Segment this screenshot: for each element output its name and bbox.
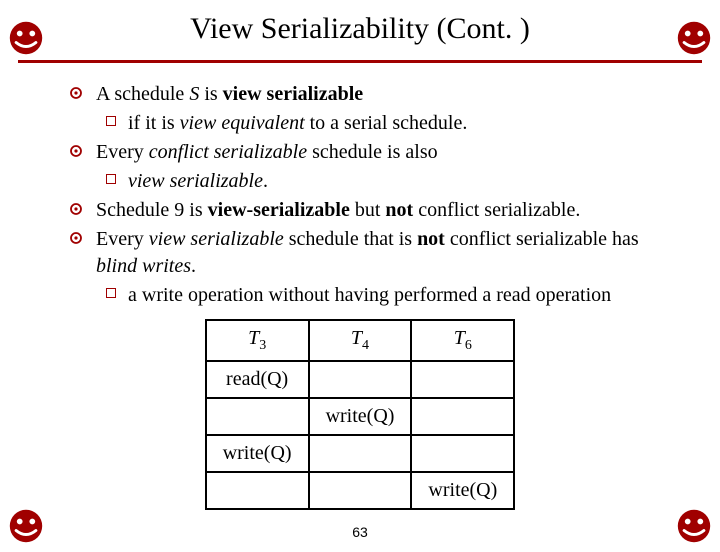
table-cell	[309, 435, 412, 472]
title-divider	[18, 60, 702, 63]
circle-bullet-icon	[70, 87, 82, 99]
circle-bullet-icon	[70, 145, 82, 157]
col-header-t4: T4	[309, 320, 412, 361]
bullet-1: A schedule S is view serializable	[70, 81, 650, 108]
table-cell	[411, 361, 514, 398]
table-cell: write(Q)	[206, 435, 309, 472]
corner-icon-top-left	[8, 20, 44, 56]
table-row: read(Q)	[206, 361, 515, 398]
circle-bullet-icon	[70, 203, 82, 215]
table-header-row: T3 T4 T6	[206, 320, 515, 361]
square-bullet-icon	[106, 288, 116, 298]
bullet-1-sub-1: if it is view equivalent to a serial sch…	[106, 110, 650, 137]
table-cell	[206, 398, 309, 435]
bullet-3: Schedule 9 is view-serializable but not …	[70, 197, 650, 224]
bullet-2-sub-1-text: view serializable.	[128, 168, 268, 195]
table-cell	[411, 398, 514, 435]
bullet-1-sub-1-text: if it is view equivalent to a serial sch…	[128, 110, 467, 137]
bullet-2-sub-1: view serializable.	[106, 168, 650, 195]
table-cell	[309, 361, 412, 398]
bullet-4-sub-1-text: a write operation without having perform…	[128, 282, 611, 309]
square-bullet-icon	[106, 116, 116, 126]
bullet-1-text: A schedule S is view serializable	[96, 81, 363, 108]
table-cell: read(Q)	[206, 361, 309, 398]
page-title: View Serializability (Cont. )	[0, 12, 720, 46]
bullet-2-text: Every conflict serializable schedule is …	[96, 139, 438, 166]
square-bullet-icon	[106, 174, 116, 184]
table-cell: write(Q)	[411, 472, 514, 509]
bullet-2: Every conflict serializable schedule is …	[70, 139, 650, 166]
table-cell	[411, 435, 514, 472]
col-header-t6: T6	[411, 320, 514, 361]
bullet-4-sub-1: a write operation without having perform…	[106, 282, 650, 309]
schedule-table: T3 T4 T6 read(Q) write(Q) write(Q)	[205, 319, 516, 510]
bullet-3-text: Schedule 9 is view-serializable but not …	[96, 197, 580, 224]
circle-bullet-icon	[70, 232, 82, 244]
content-area: A schedule S is view serializable if it …	[70, 81, 650, 510]
bullet-4-text: Every view serializable schedule that is…	[96, 226, 650, 280]
table-cell	[206, 472, 309, 509]
schedule-table-wrap: T3 T4 T6 read(Q) write(Q) write(Q)	[70, 319, 650, 510]
bullet-4: Every view serializable schedule that is…	[70, 226, 650, 280]
table-cell	[309, 472, 412, 509]
col-header-t3: T3	[206, 320, 309, 361]
table-cell: write(Q)	[309, 398, 412, 435]
corner-icon-top-right	[676, 20, 712, 56]
table-row: write(Q)	[206, 435, 515, 472]
page-number: 63	[0, 524, 720, 540]
table-row: write(Q)	[206, 472, 515, 509]
table-row: write(Q)	[206, 398, 515, 435]
